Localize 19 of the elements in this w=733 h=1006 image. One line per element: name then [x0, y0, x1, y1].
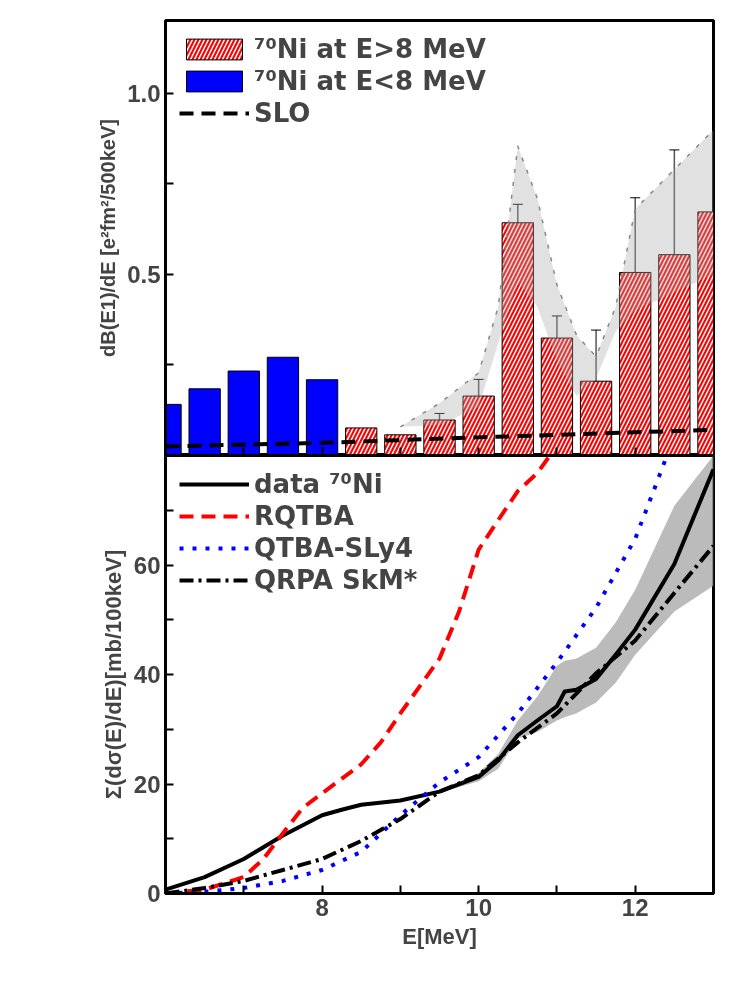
- x-tick-label: 10: [465, 893, 492, 921]
- y-tick-label: 0: [147, 880, 161, 907]
- legend-label: SLO: [254, 98, 311, 128]
- legend-label: QTBA-SLy4: [254, 533, 414, 563]
- y-tick-label: 60: [133, 551, 161, 579]
- y-axis-title: Σ(dσ(E)/dE)[mb/100keV]: [100, 549, 126, 800]
- legend-label: QRPA SkM*: [254, 565, 418, 595]
- x-axis-title: E[MeV]: [402, 923, 477, 949]
- x-tick-label: 8: [315, 893, 329, 921]
- legend-label: ⁷⁰Ni at E<8 MeV: [254, 66, 486, 96]
- y-tick-label: 20: [133, 770, 161, 798]
- y-tick-label: 0.5: [127, 260, 161, 288]
- x-tick-label: 12: [621, 893, 649, 921]
- legend-label: ⁷⁰Ni at E>8 MeV: [254, 34, 486, 64]
- y-tick-label: 1.0: [127, 79, 161, 107]
- y-axis-title: dB(E1)/dE [e²fm²/500keV]: [97, 119, 120, 357]
- legend-label: RQTBA: [254, 501, 354, 531]
- y-tick-label: 40: [133, 661, 161, 688]
- legend-label: data ⁷⁰Ni: [254, 469, 383, 499]
